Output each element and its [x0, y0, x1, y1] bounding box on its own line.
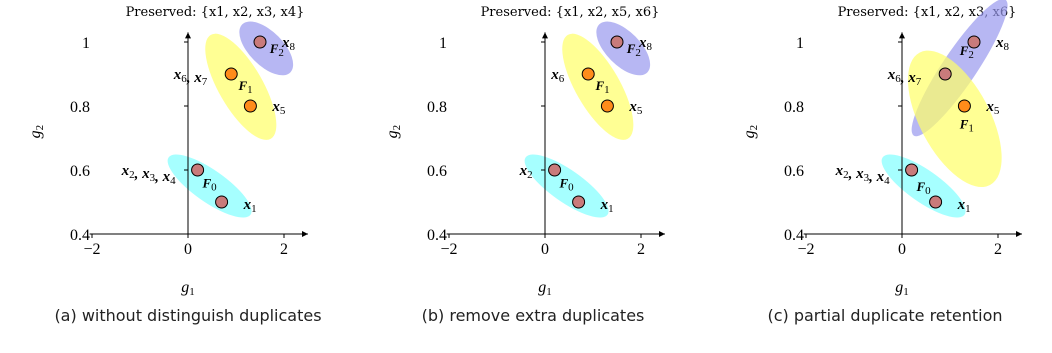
x-tick-label: 0 [898, 241, 906, 258]
point-label: x1 [957, 197, 971, 215]
point-label: x8 [995, 35, 1010, 53]
x-tick-label: 2 [280, 241, 288, 258]
y-tick-label: 0.4 [784, 227, 804, 244]
y-axis-label: g2 [384, 125, 403, 139]
data-point [243, 99, 257, 113]
x-axis-arrow [659, 231, 665, 237]
chart-title: Preserved: {x1, x2, x5, x6} [481, 5, 660, 20]
front-label-f2: F2 [959, 43, 974, 61]
chart-panel-2: Preserved: {x1, x2, x3, x6} −2 0 2 0.4 0.6 0.8… [741, 0, 1022, 298]
data-point [929, 195, 943, 209]
data-point [548, 163, 562, 177]
data-point [224, 67, 238, 81]
point-label: x2, x3, x4 [835, 163, 891, 187]
point-label: x5 [271, 99, 286, 117]
point-label: x1 [600, 197, 614, 215]
caption-b: (b) remove extra duplicates [421, 306, 645, 325]
data-point [957, 99, 971, 113]
point-label: x6, x7 [173, 67, 208, 88]
front-region-f1 [907, 50, 1002, 188]
y-axis-label: g2 [27, 125, 46, 139]
y-axis-arrow [899, 32, 905, 39]
y-tick-label: 0.4 [427, 227, 447, 244]
point-label: x1 [243, 197, 257, 215]
x-axis-arrow [1016, 231, 1022, 237]
point-label: x6, x7 [887, 67, 922, 88]
front-label-f0: F0 [202, 176, 218, 194]
y-axis-arrow [185, 32, 191, 39]
data-point [967, 35, 981, 49]
point-label: x6 [550, 67, 565, 85]
y-tick-label: 0.8 [70, 99, 90, 116]
y-tick-label: 1 [796, 35, 804, 52]
data-point [253, 35, 267, 49]
x-tick-label: −2 [797, 241, 814, 258]
point-label: x8 [638, 35, 653, 53]
front-region-f0 [881, 154, 966, 218]
data-point [581, 67, 595, 81]
front-label-f1: F1 [959, 116, 974, 134]
chart-title: Preserved: {x1, x2, x3, x4} [126, 5, 305, 20]
x-tick-label: −2 [440, 241, 457, 258]
front-label-f2: F2 [626, 41, 641, 59]
data-point [572, 195, 586, 209]
front-region-f2 [239, 21, 294, 76]
chart-panel-0: Preserved: {x1, x2, x3, x4} −2 0 2 0.4 0.6 0.8… [27, 5, 308, 298]
y-tick-label: 1 [439, 35, 447, 52]
y-tick-label: 0.8 [784, 99, 804, 116]
point-label: x5 [628, 99, 643, 117]
caption-a: (a) without distinguish duplicates [54, 306, 322, 325]
x-axis-label: g1 [181, 279, 195, 298]
x-tick-label: −2 [83, 241, 100, 258]
data-point [905, 163, 919, 177]
data-point [215, 195, 229, 209]
chart-title: Preserved: {x1, x2, x3, x6} [838, 5, 1017, 20]
y-axis-label: g2 [741, 125, 760, 139]
front-label-f0: F0 [559, 176, 575, 194]
y-tick-label: 0.4 [70, 227, 90, 244]
x-tick-label: 0 [541, 241, 549, 258]
data-point [600, 99, 614, 113]
y-tick-label: 0.8 [427, 99, 447, 116]
data-point [938, 67, 952, 81]
data-point [191, 163, 205, 177]
front-region-f1 [562, 33, 634, 140]
y-tick-label: 0.6 [427, 163, 447, 180]
point-label: x2 [519, 163, 533, 181]
y-tick-label: 1 [82, 35, 90, 52]
y-axis-arrow [542, 32, 548, 39]
y-tick-label: 0.6 [70, 163, 90, 180]
x-tick-label: 2 [637, 241, 645, 258]
front-region-f2 [596, 21, 651, 76]
x-axis-label: g1 [538, 279, 552, 298]
front-label-f1: F1 [595, 78, 610, 96]
y-tick-label: 0.6 [784, 163, 804, 180]
front-label-f0: F0 [916, 179, 932, 197]
front-label-f2: F2 [269, 41, 284, 59]
front-region-f0 [167, 154, 252, 218]
point-label: x2, x3, x4 [121, 163, 177, 187]
x-axis-label: g1 [895, 279, 909, 298]
chart-panel-1: Preserved: {x1, x2, x5, x6} −2 0 2 0.4 0.6 0.8… [384, 5, 665, 298]
point-label: x5 [985, 99, 1000, 117]
caption-c: (c) partial duplicate retention [767, 306, 1003, 325]
front-region-f1 [205, 33, 277, 140]
x-tick-label: 2 [994, 241, 1002, 258]
x-axis-arrow [302, 231, 308, 237]
front-label-f1: F1 [238, 78, 253, 96]
x-tick-label: 0 [184, 241, 192, 258]
point-label: x8 [281, 35, 296, 53]
data-point [610, 35, 624, 49]
front-region-f0 [524, 154, 609, 218]
